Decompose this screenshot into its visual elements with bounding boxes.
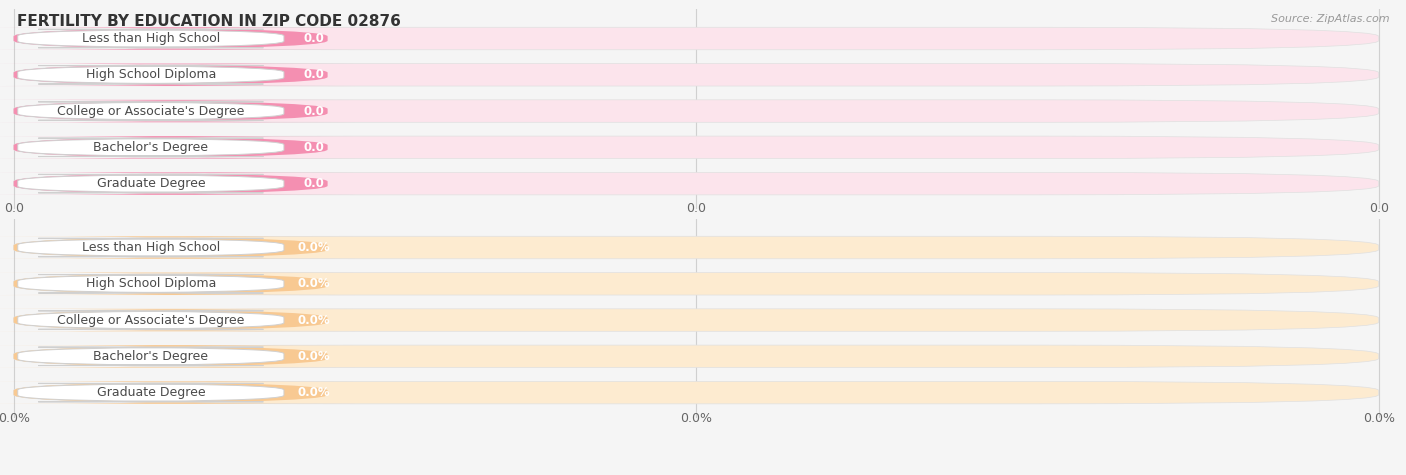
- Text: 0.0%: 0.0%: [298, 277, 330, 290]
- Text: 0.0: 0.0: [304, 104, 325, 118]
- Text: FERTILITY BY EDUCATION IN ZIP CODE 02876: FERTILITY BY EDUCATION IN ZIP CODE 02876: [17, 14, 401, 29]
- FancyBboxPatch shape: [0, 309, 354, 331]
- FancyBboxPatch shape: [14, 273, 1379, 295]
- FancyBboxPatch shape: [0, 381, 354, 404]
- Text: 0.0%: 0.0%: [298, 386, 330, 399]
- FancyBboxPatch shape: [0, 172, 354, 195]
- Text: 0.0%: 0.0%: [681, 411, 713, 425]
- Text: 0.0: 0.0: [304, 141, 325, 154]
- FancyBboxPatch shape: [14, 236, 1379, 259]
- Text: College or Associate's Degree: College or Associate's Degree: [58, 314, 245, 327]
- Text: Graduate Degree: Graduate Degree: [97, 177, 205, 190]
- Text: High School Diploma: High School Diploma: [86, 68, 217, 81]
- FancyBboxPatch shape: [18, 238, 284, 257]
- FancyBboxPatch shape: [14, 381, 1379, 404]
- FancyBboxPatch shape: [18, 138, 284, 157]
- Text: Source: ZipAtlas.com: Source: ZipAtlas.com: [1271, 14, 1389, 24]
- FancyBboxPatch shape: [0, 64, 354, 86]
- FancyBboxPatch shape: [0, 27, 354, 50]
- FancyBboxPatch shape: [18, 347, 284, 366]
- Text: 0.0%: 0.0%: [0, 411, 30, 425]
- Text: High School Diploma: High School Diploma: [86, 277, 217, 290]
- FancyBboxPatch shape: [14, 172, 1379, 195]
- Text: College or Associate's Degree: College or Associate's Degree: [58, 104, 245, 118]
- FancyBboxPatch shape: [18, 102, 284, 120]
- FancyBboxPatch shape: [18, 311, 284, 329]
- Text: 0.0%: 0.0%: [298, 241, 330, 254]
- FancyBboxPatch shape: [14, 27, 1379, 50]
- FancyBboxPatch shape: [18, 275, 284, 293]
- Text: 0.0%: 0.0%: [298, 314, 330, 327]
- FancyBboxPatch shape: [14, 309, 1379, 331]
- Text: 0.0: 0.0: [686, 202, 706, 216]
- Text: 0.0%: 0.0%: [1362, 411, 1395, 425]
- Text: 0.0: 0.0: [4, 202, 24, 216]
- FancyBboxPatch shape: [18, 174, 284, 193]
- FancyBboxPatch shape: [14, 136, 1379, 159]
- FancyBboxPatch shape: [14, 345, 1379, 368]
- FancyBboxPatch shape: [0, 136, 354, 159]
- FancyBboxPatch shape: [18, 66, 284, 84]
- FancyBboxPatch shape: [0, 100, 354, 122]
- Text: Bachelor's Degree: Bachelor's Degree: [93, 141, 208, 154]
- FancyBboxPatch shape: [18, 383, 284, 402]
- Text: 0.0: 0.0: [304, 68, 325, 81]
- Text: Less than High School: Less than High School: [82, 32, 219, 45]
- FancyBboxPatch shape: [18, 29, 284, 48]
- FancyBboxPatch shape: [0, 236, 354, 259]
- FancyBboxPatch shape: [14, 100, 1379, 122]
- Text: Bachelor's Degree: Bachelor's Degree: [93, 350, 208, 363]
- Text: 0.0%: 0.0%: [298, 350, 330, 363]
- Text: 0.0: 0.0: [304, 32, 325, 45]
- Text: Graduate Degree: Graduate Degree: [97, 386, 205, 399]
- FancyBboxPatch shape: [14, 64, 1379, 86]
- FancyBboxPatch shape: [0, 273, 354, 295]
- FancyBboxPatch shape: [0, 345, 354, 368]
- Text: 0.0: 0.0: [1368, 202, 1389, 216]
- Text: 0.0: 0.0: [304, 177, 325, 190]
- Text: Less than High School: Less than High School: [82, 241, 219, 254]
